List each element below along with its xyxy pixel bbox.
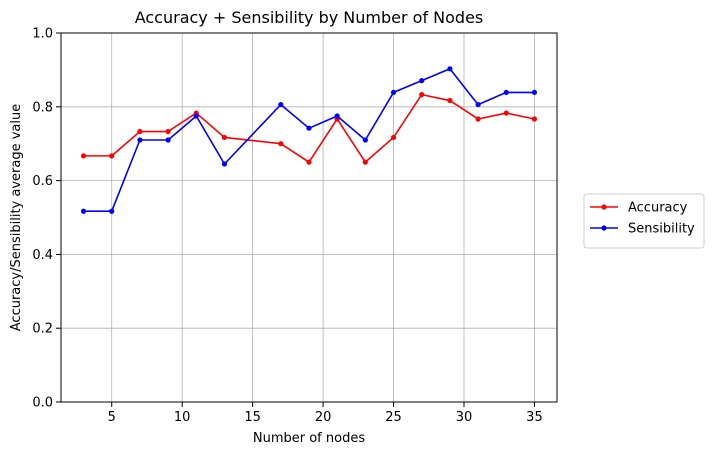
chart-title: Accuracy + Sensibility by Number of Node… — [135, 8, 484, 27]
y-tick-label: 0.6 — [32, 174, 53, 189]
x-tick-label: 35 — [526, 410, 543, 425]
accuracy-point — [137, 128, 143, 135]
x-tick-label: 15 — [244, 410, 261, 425]
sensibility-point — [306, 125, 312, 131]
accuracy-point — [306, 159, 312, 165]
sensibility-point — [503, 89, 509, 96]
y-tick-label: 1.0 — [32, 27, 53, 42]
sensibility-point — [109, 208, 115, 214]
sensibility-point — [278, 101, 284, 108]
x-axis-label: Number of nodes — [253, 431, 365, 446]
legend: Accuracy Sensibility — [583, 193, 705, 249]
accuracy-point — [278, 141, 284, 147]
x-tick-label: 30 — [456, 410, 473, 425]
sensibility-point — [193, 113, 199, 119]
accuracy-point — [531, 116, 538, 122]
x-tick-label: 20 — [315, 410, 332, 425]
y-tick-label: 0.0 — [32, 396, 53, 411]
sensibility-point — [334, 113, 340, 119]
sensibility-point — [221, 161, 228, 167]
accuracy-point — [390, 134, 397, 141]
sensibility-point — [531, 89, 538, 96]
accuracy-point — [221, 134, 228, 141]
accuracy-point — [503, 110, 509, 116]
accuracy-point — [165, 128, 171, 135]
x-tick-label: 10 — [174, 410, 191, 425]
accuracy-point — [447, 97, 453, 104]
accuracy-point — [475, 116, 481, 122]
plot-frame — [60, 32, 558, 403]
accuracy-line — [83, 93, 535, 163]
x-tick-label: 5 — [108, 410, 116, 425]
sensibility-point — [137, 137, 143, 143]
legend-item-sensibility: Sensibility — [590, 222, 695, 237]
legend-label: Accuracy — [628, 201, 688, 216]
legend-swatch-marker — [601, 204, 607, 210]
series-sensibility — [80, 66, 538, 214]
sensibility-point — [80, 208, 87, 214]
accuracy-point — [109, 153, 115, 159]
y-tick-label: 0.8 — [32, 100, 53, 115]
series-accuracy — [80, 92, 538, 165]
sensibility-line — [83, 67, 535, 213]
sensibility-point — [447, 66, 453, 72]
y-axis-label: Accuracy/Sensibility average value — [9, 104, 24, 331]
accuracy-point — [419, 92, 425, 98]
legend-label: Sensibility — [628, 222, 695, 237]
accuracy-point — [362, 159, 368, 165]
y-tick-label: 0.2 — [32, 322, 53, 337]
sensibility-point — [362, 137, 368, 143]
series-layer — [80, 66, 538, 214]
x-tick-label: 25 — [385, 410, 402, 425]
sensibility-point — [475, 101, 481, 108]
sensibility-point — [419, 78, 425, 84]
y-tick-label: 0.4 — [32, 248, 53, 263]
sensibility-point — [390, 89, 397, 96]
sensibility-point — [165, 137, 171, 143]
ticks: 5 10 15 20 25 30 35 0.0 0.2 0.4 0.6 0.8 1.0 — [32, 27, 542, 426]
legend-item-accuracy: Accuracy — [590, 201, 688, 216]
accuracy-point — [80, 153, 87, 159]
legend-swatch-marker — [601, 225, 607, 231]
